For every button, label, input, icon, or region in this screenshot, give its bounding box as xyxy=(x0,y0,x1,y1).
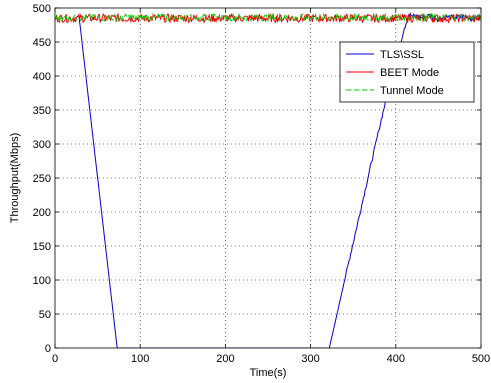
y-tick-label: 350 xyxy=(33,105,51,117)
y-tick-label: 450 xyxy=(33,37,51,49)
legend: TLS\SSL BEET Mode Tunnel Mode xyxy=(339,41,475,103)
y-tick-label: 150 xyxy=(33,241,51,253)
legend-label: Tunnel Mode xyxy=(380,85,444,97)
y-tick-label: 50 xyxy=(39,309,51,321)
y-tick-label: 300 xyxy=(33,139,51,151)
y-axis-label: Throughput(Mbps) xyxy=(9,133,21,224)
y-tick-label: 500 xyxy=(33,3,51,15)
x-tick-label: 100 xyxy=(131,353,149,365)
plot-area xyxy=(55,12,481,348)
x-tick-label: 300 xyxy=(301,353,319,365)
y-tick-label: 200 xyxy=(33,207,51,219)
x-axis-label: Time(s) xyxy=(250,367,287,379)
y-tick-label: 400 xyxy=(33,71,51,83)
axis-ticks: 0 100 200 300 400 500 0 50 100 150 200 250 300 350 400… xyxy=(33,3,491,365)
x-tick-label: 500 xyxy=(472,353,490,365)
series-line-2 xyxy=(55,12,481,23)
x-tick-label: 200 xyxy=(216,353,234,365)
x-tick-label: 0 xyxy=(52,353,58,365)
y-tick-label: 0 xyxy=(45,343,51,355)
legend-label: BEET Mode xyxy=(380,67,439,79)
series-line-0 xyxy=(78,12,481,348)
y-tick-label: 100 xyxy=(33,275,51,287)
x-tick-label: 400 xyxy=(387,353,405,365)
legend-label: TLS\SSL xyxy=(380,49,424,61)
y-tick-label: 250 xyxy=(33,173,51,185)
